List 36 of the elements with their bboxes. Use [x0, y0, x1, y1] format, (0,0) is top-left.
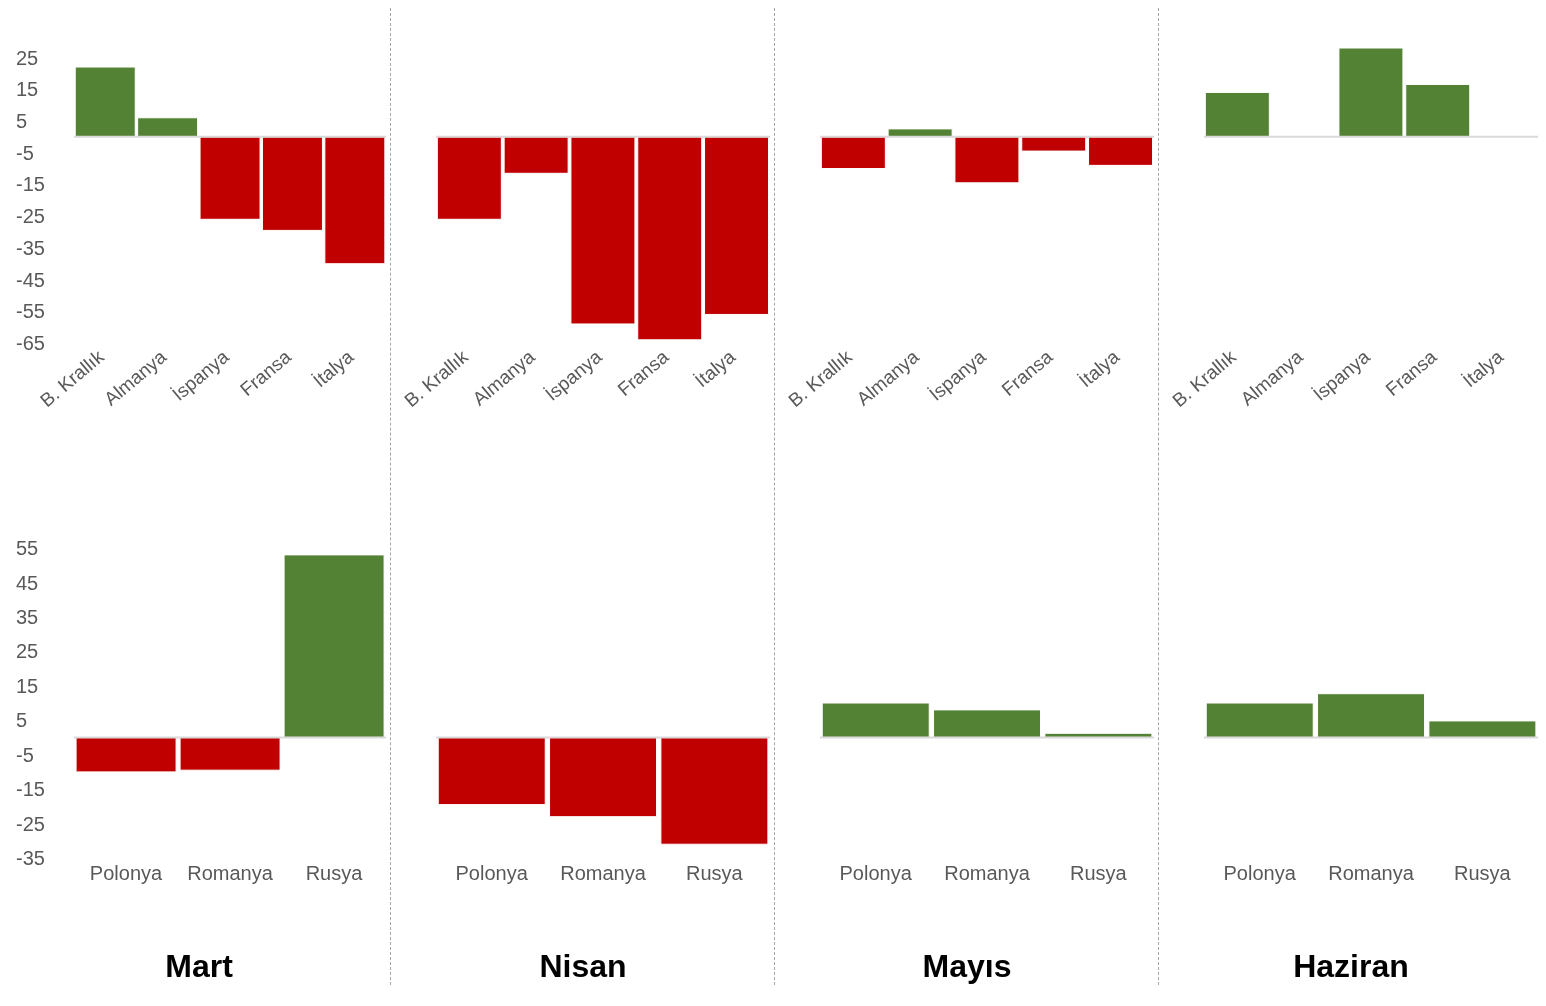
- y-tick-label: -55: [16, 300, 45, 323]
- x-tick-label: Rusya: [685, 862, 744, 885]
- text: Mayıs: [921, 948, 1013, 985]
- y-tick-label: -35: [16, 847, 45, 870]
- x-tick-label: Rusya: [1453, 862, 1512, 885]
- y-tick-label: -65: [16, 332, 45, 355]
- y-tick-label: -5: [16, 141, 34, 164]
- y-tick-label: 5: [16, 709, 28, 732]
- y-tick-label: -35: [16, 236, 45, 259]
- x-tick-label: Polonya: [455, 862, 529, 885]
- y-tick-label: 55: [16, 537, 39, 560]
- x-tick-label: Romanya: [944, 862, 1031, 885]
- x-tick-label: Romanya: [1328, 862, 1415, 885]
- y-tick-label: -45: [16, 268, 45, 291]
- text: Nisan: [538, 948, 628, 985]
- y-tick-label: 15: [16, 78, 39, 101]
- x-tick-label: Polonya: [1223, 862, 1297, 885]
- x-tick-label: Romanya: [187, 862, 274, 885]
- text: Haziran: [1292, 948, 1410, 985]
- y-tick-label: 35: [16, 605, 39, 628]
- y-tick-label: -25: [16, 812, 45, 835]
- y-tick-label: 5: [16, 110, 28, 133]
- y-tick-label: 45: [16, 571, 39, 594]
- y-tick-label: -5: [16, 743, 34, 766]
- x-tick-label: Romanya: [560, 862, 647, 885]
- y-tick-label: -15: [16, 173, 45, 196]
- y-tick-label: 25: [16, 46, 39, 69]
- y-tick-label: 15: [16, 674, 39, 697]
- y-tick-label: -25: [16, 205, 45, 228]
- y-tick-label: -15: [16, 778, 45, 801]
- x-tick-label: Rusya: [1069, 862, 1128, 885]
- x-tick-label: Polonya: [89, 862, 164, 885]
- x-tick-label: Polonya: [839, 862, 913, 885]
- y-tick-label: 25: [16, 640, 39, 663]
- x-tick-label: Rusya: [305, 862, 364, 885]
- text: Mart: [164, 948, 234, 985]
